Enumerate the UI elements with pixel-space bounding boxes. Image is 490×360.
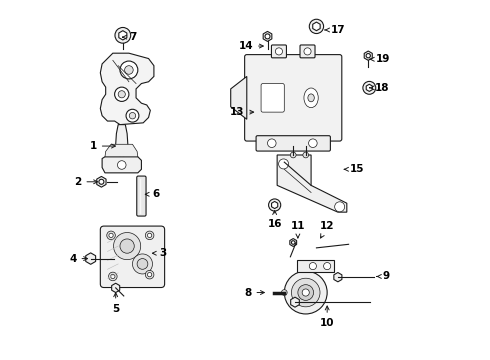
Circle shape bbox=[146, 270, 154, 279]
Polygon shape bbox=[116, 125, 128, 158]
Polygon shape bbox=[290, 239, 296, 247]
Polygon shape bbox=[297, 260, 334, 272]
Polygon shape bbox=[263, 31, 272, 41]
Circle shape bbox=[291, 152, 296, 158]
Ellipse shape bbox=[304, 88, 318, 108]
Circle shape bbox=[265, 34, 270, 39]
Text: 17: 17 bbox=[325, 25, 345, 35]
Circle shape bbox=[109, 233, 113, 238]
Polygon shape bbox=[291, 297, 299, 307]
Text: 11: 11 bbox=[291, 221, 305, 238]
FancyBboxPatch shape bbox=[256, 136, 330, 151]
Polygon shape bbox=[366, 84, 372, 91]
Text: 1: 1 bbox=[90, 141, 115, 151]
Text: 16: 16 bbox=[268, 211, 282, 229]
Circle shape bbox=[268, 139, 276, 148]
Circle shape bbox=[292, 241, 295, 244]
Text: 14: 14 bbox=[239, 41, 263, 51]
Circle shape bbox=[309, 19, 323, 33]
Circle shape bbox=[284, 271, 327, 314]
Polygon shape bbox=[313, 22, 320, 31]
Text: 18: 18 bbox=[369, 83, 390, 93]
Circle shape bbox=[132, 254, 152, 274]
Polygon shape bbox=[334, 273, 342, 282]
Circle shape bbox=[120, 239, 134, 253]
Circle shape bbox=[292, 278, 320, 307]
Circle shape bbox=[115, 87, 129, 102]
Circle shape bbox=[118, 161, 126, 169]
FancyBboxPatch shape bbox=[245, 55, 342, 141]
Circle shape bbox=[304, 48, 311, 55]
Text: 6: 6 bbox=[145, 189, 159, 199]
Circle shape bbox=[126, 109, 139, 122]
FancyBboxPatch shape bbox=[261, 84, 284, 112]
Text: 13: 13 bbox=[230, 107, 254, 117]
Circle shape bbox=[146, 231, 154, 240]
FancyBboxPatch shape bbox=[137, 176, 146, 216]
Circle shape bbox=[366, 54, 370, 58]
Circle shape bbox=[147, 273, 152, 277]
Polygon shape bbox=[112, 283, 120, 293]
Polygon shape bbox=[105, 144, 138, 157]
Circle shape bbox=[129, 112, 136, 119]
Polygon shape bbox=[97, 176, 106, 187]
Text: 7: 7 bbox=[122, 32, 136, 42]
Text: 4: 4 bbox=[69, 253, 88, 264]
Polygon shape bbox=[119, 31, 127, 40]
FancyBboxPatch shape bbox=[300, 45, 315, 58]
Polygon shape bbox=[271, 202, 278, 208]
Polygon shape bbox=[277, 155, 347, 212]
Circle shape bbox=[298, 285, 314, 300]
Circle shape bbox=[137, 258, 148, 269]
Circle shape bbox=[309, 139, 317, 148]
Polygon shape bbox=[231, 76, 247, 119]
Text: 15: 15 bbox=[344, 164, 365, 174]
Polygon shape bbox=[86, 253, 96, 264]
Circle shape bbox=[147, 233, 152, 238]
Circle shape bbox=[120, 61, 138, 79]
Circle shape bbox=[115, 27, 131, 43]
Circle shape bbox=[281, 290, 287, 296]
Circle shape bbox=[107, 231, 115, 240]
Circle shape bbox=[363, 81, 376, 94]
Text: 12: 12 bbox=[320, 221, 334, 238]
Text: 8: 8 bbox=[244, 288, 265, 297]
Text: 19: 19 bbox=[370, 54, 390, 64]
Ellipse shape bbox=[308, 94, 314, 102]
Circle shape bbox=[109, 272, 117, 281]
Circle shape bbox=[303, 152, 309, 158]
Circle shape bbox=[335, 202, 344, 212]
Circle shape bbox=[302, 289, 309, 296]
Text: 3: 3 bbox=[152, 248, 167, 258]
Text: 9: 9 bbox=[377, 271, 390, 282]
Circle shape bbox=[309, 262, 317, 270]
Polygon shape bbox=[364, 51, 372, 60]
Circle shape bbox=[279, 159, 289, 169]
Polygon shape bbox=[100, 53, 154, 125]
Text: 2: 2 bbox=[74, 177, 98, 187]
Text: 5: 5 bbox=[112, 293, 119, 314]
Circle shape bbox=[275, 48, 283, 55]
Text: 10: 10 bbox=[320, 306, 334, 328]
Circle shape bbox=[124, 66, 133, 74]
Circle shape bbox=[111, 274, 115, 279]
FancyBboxPatch shape bbox=[271, 45, 287, 58]
Polygon shape bbox=[102, 157, 142, 173]
Circle shape bbox=[323, 262, 331, 270]
Circle shape bbox=[99, 179, 104, 184]
Circle shape bbox=[269, 199, 281, 211]
Circle shape bbox=[118, 91, 125, 98]
Circle shape bbox=[114, 233, 141, 260]
FancyBboxPatch shape bbox=[100, 226, 165, 288]
